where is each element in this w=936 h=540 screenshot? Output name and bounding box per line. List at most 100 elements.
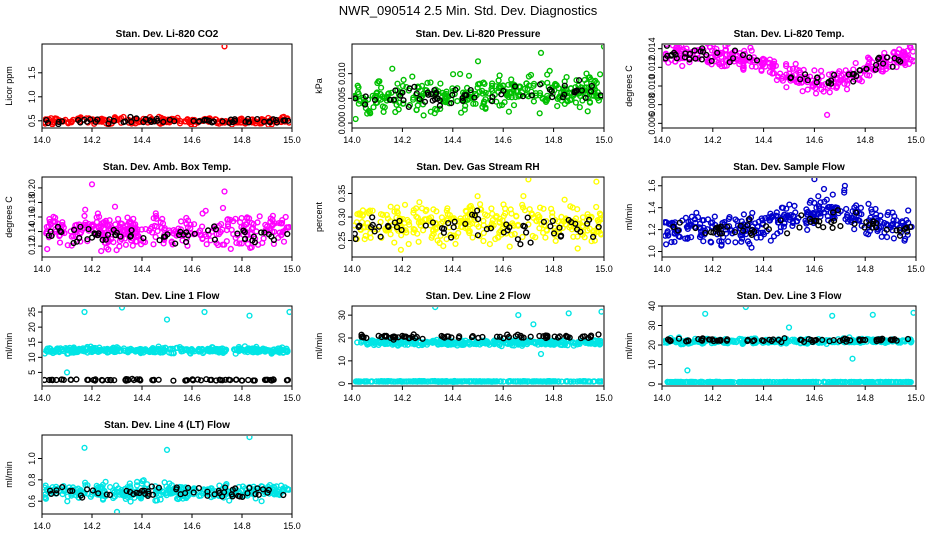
data-point-subset <box>861 224 868 231</box>
data-point-all <box>401 201 409 208</box>
data-point-subset <box>254 115 261 123</box>
y-axis-label: percent <box>314 201 324 232</box>
data-point-subset <box>449 91 456 99</box>
data-point-subset <box>717 337 724 344</box>
data-point-low <box>492 378 499 385</box>
data-point-flow <box>595 337 602 345</box>
panel-title: Stan. Dev. Sample Flow <box>733 162 845 173</box>
data-point-all <box>77 238 84 245</box>
data-point-subset <box>500 335 507 342</box>
outlier-point <box>201 308 208 316</box>
data-point-all <box>111 203 119 210</box>
data-point-low <box>405 378 413 385</box>
data-point-all <box>415 238 422 245</box>
data-point-all <box>586 99 594 106</box>
x-tick-label: 14.0 <box>33 393 51 403</box>
data-point-subset <box>48 232 55 240</box>
data-point-all <box>562 216 569 223</box>
data-point-all <box>693 209 700 216</box>
outlier-point <box>600 45 603 50</box>
data-point-all <box>154 228 161 235</box>
data-point-all <box>590 227 598 234</box>
data-point-all <box>259 346 266 353</box>
x-tick-label: 14.2 <box>704 264 722 274</box>
outlier-point <box>88 181 96 188</box>
x-tick-label: 14.6 <box>183 393 201 403</box>
data-point-all <box>91 346 98 354</box>
data-point-low <box>902 378 910 385</box>
data-point-subset <box>141 487 148 494</box>
data-point-subset <box>500 87 507 94</box>
x-tick-label: 14.2 <box>83 135 101 145</box>
data-point-all <box>711 213 718 220</box>
data-point-all <box>688 213 696 220</box>
data-point-all <box>89 221 96 228</box>
data-point-subset <box>112 232 119 239</box>
data-point-low <box>555 378 562 385</box>
x-tick-label: 14.0 <box>653 393 671 403</box>
outlier-point <box>432 307 439 311</box>
y-tick-label: 0.014 <box>647 37 657 60</box>
data-point-subset <box>212 226 220 233</box>
data-point-all <box>275 488 283 495</box>
plot-frame <box>661 305 917 387</box>
y-tick-label: 0.30 <box>337 208 347 226</box>
data-point-all <box>383 93 390 101</box>
outlier-point <box>530 321 537 328</box>
data-point-all <box>238 240 246 247</box>
data-point-subset <box>270 236 278 244</box>
data-point-subset <box>549 217 556 225</box>
y-axis-label: ml/min <box>4 333 14 360</box>
data-point-subset <box>270 116 277 123</box>
data-point-all <box>486 241 494 248</box>
data-point-all <box>885 63 893 70</box>
data-point-all <box>107 226 114 233</box>
data-point-all <box>529 211 536 218</box>
data-point-subset <box>874 55 882 63</box>
data-point-subset <box>250 377 257 384</box>
data-point-all <box>443 207 450 214</box>
data-point-low <box>399 378 406 385</box>
data-point-subset <box>127 113 134 121</box>
data-point-all <box>397 246 405 253</box>
outlier-point <box>389 65 396 72</box>
data-point-subset <box>190 489 197 496</box>
data-point-all <box>663 45 670 48</box>
data-point-all <box>815 193 822 200</box>
data-point-all <box>496 215 504 223</box>
data-point-flow <box>423 339 430 346</box>
data-point-subset <box>889 63 896 70</box>
outlier-point <box>113 508 121 513</box>
y-tick-label: 0 <box>337 381 347 386</box>
data-point-subset <box>130 491 137 498</box>
data-point-all <box>729 230 736 237</box>
data-point-subset <box>797 336 804 343</box>
data-point-subset <box>503 221 510 228</box>
outlier-point <box>515 312 522 319</box>
data-point-subset <box>49 377 56 384</box>
data-point-subset <box>229 493 236 500</box>
data-point-subset <box>59 484 66 491</box>
data-point-subset <box>765 226 773 233</box>
data-point-subset <box>758 337 766 344</box>
data-point-subset <box>107 377 115 384</box>
y-tick-label: 1.0 <box>27 91 37 104</box>
data-point-subset <box>103 491 110 498</box>
data-point-subset <box>514 236 522 243</box>
data-point-subset <box>856 336 863 343</box>
data-point-all <box>224 223 232 230</box>
data-point-subset <box>561 82 568 89</box>
data-point-all <box>410 207 417 214</box>
data-point-all <box>879 68 887 75</box>
data-point-all <box>488 224 496 231</box>
data-point-all <box>789 218 797 225</box>
data-point-all <box>114 215 122 223</box>
data-point-all <box>584 227 591 234</box>
data-point-low <box>448 378 456 385</box>
data-point-all <box>747 45 754 51</box>
y-tick-label: 10 <box>647 360 657 370</box>
data-point-subset <box>130 377 138 384</box>
data-point-all <box>511 230 518 238</box>
data-point-subset <box>906 223 914 231</box>
